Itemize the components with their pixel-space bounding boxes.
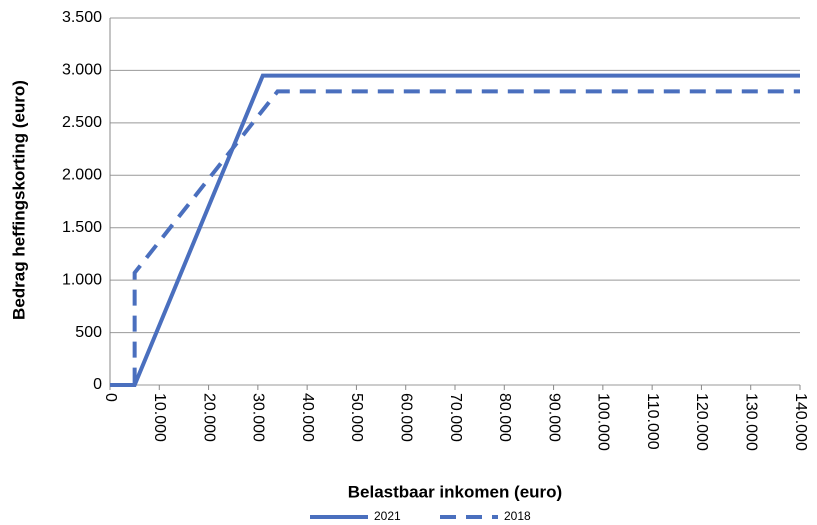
x-tick-label: 20.000 bbox=[200, 393, 217, 442]
y-tick-label: 3.500 bbox=[62, 9, 102, 26]
x-tick-label: 50.000 bbox=[348, 393, 365, 442]
x-tick-label: 60.000 bbox=[397, 393, 414, 442]
y-tick-label: 2.500 bbox=[62, 114, 102, 131]
y-tick-label: 500 bbox=[75, 324, 102, 341]
y-axis-label: Bedrag heffingskorting (euro) bbox=[9, 80, 28, 320]
line-series bbox=[110, 89, 800, 387]
legend-label: 2018 bbox=[504, 509, 531, 523]
x-tick-label: 30.000 bbox=[250, 393, 267, 442]
y-tick-label: 0 bbox=[93, 376, 102, 393]
x-tick-label: 40.000 bbox=[299, 393, 316, 442]
x-axis-label: Belastbaar inkomen (euro) bbox=[348, 482, 562, 501]
x-tick-label: 100.000 bbox=[595, 393, 612, 451]
y-tick-label: 1.000 bbox=[62, 271, 102, 288]
x-tick-label: 10.000 bbox=[151, 393, 168, 442]
x-tick-label: 140.000 bbox=[792, 393, 809, 451]
y-tick-label: 2.000 bbox=[62, 167, 102, 184]
legend-label: 2021 bbox=[374, 509, 401, 523]
x-tick-label: 130.000 bbox=[742, 393, 759, 451]
y-tick-label: 3.000 bbox=[62, 62, 102, 79]
line-series bbox=[110, 73, 800, 387]
x-tick-label: 80.000 bbox=[496, 393, 513, 442]
x-tick-label: 70.000 bbox=[447, 393, 464, 442]
x-tick-label: 0 bbox=[102, 393, 119, 402]
x-tick-label: 110.000 bbox=[644, 393, 661, 450]
x-tick-label: 120.000 bbox=[693, 393, 710, 451]
x-tick-label: 90.000 bbox=[545, 393, 562, 442]
y-tick-label: 1.500 bbox=[62, 219, 102, 236]
